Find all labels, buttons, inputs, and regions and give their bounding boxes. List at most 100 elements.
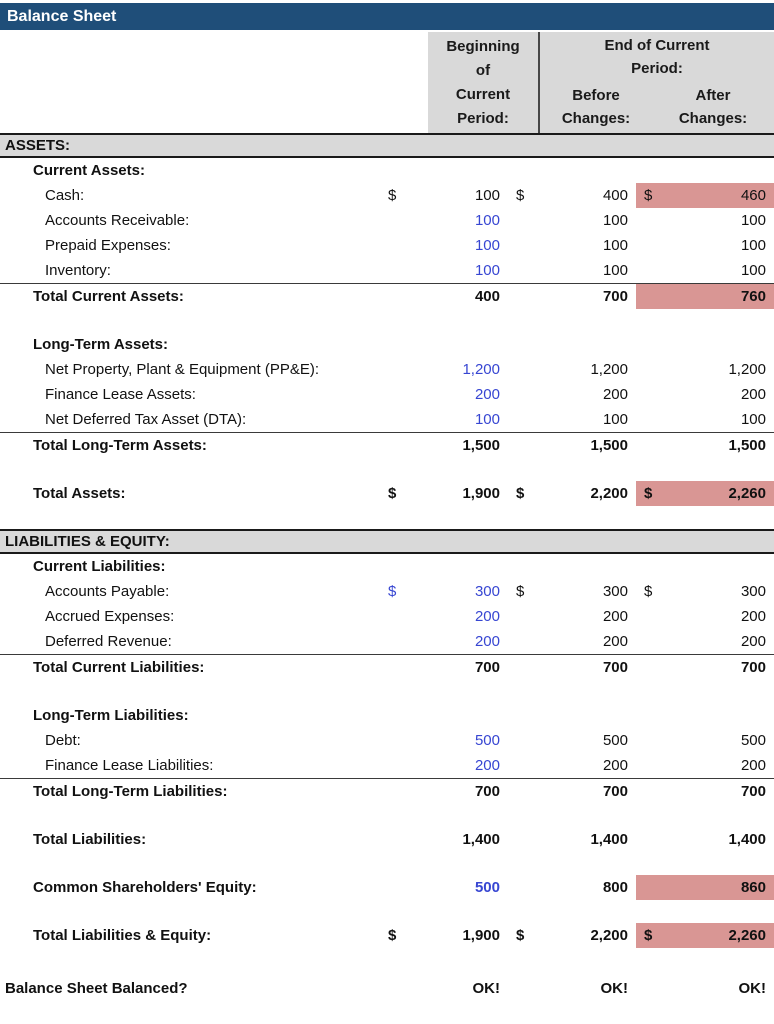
value-cell[interactable]: $1,900 [380, 923, 508, 948]
value-cell[interactable]: 1,500 [636, 433, 774, 458]
value-cell[interactable]: 100 [380, 208, 508, 233]
value-cell[interactable]: $1,900 [380, 481, 508, 506]
value-cell[interactable]: $2,200 [508, 923, 636, 948]
sheet-row-total: Total Current Assets: 400 700 760 [0, 283, 774, 309]
cell-value: 200 [740, 757, 766, 774]
value-cell[interactable]: 500 [380, 728, 508, 753]
value-cell[interactable]: 1,500 [380, 433, 508, 458]
empty-cell [636, 158, 774, 183]
value-cell[interactable]: 100 [508, 233, 636, 258]
cell-value: 100 [474, 237, 500, 254]
value-cell[interactable]: 200 [380, 382, 508, 407]
cell-value: 100 [602, 262, 628, 279]
value-cell[interactable]: 200 [636, 629, 774, 654]
sheet-row-item: Net Property, Plant & Equipment (PP&E): 1… [0, 357, 774, 382]
value-cell[interactable]: $2,200 [508, 481, 636, 506]
value-cell[interactable]: 100 [380, 258, 508, 283]
value-cell[interactable]: 100 [508, 407, 636, 432]
value-cell[interactable]: 100 [380, 407, 508, 432]
value-cell[interactable]: 200 [380, 753, 508, 778]
value-cell[interactable]: 700 [636, 779, 774, 804]
sheet-row-total: Common Shareholders' Equity: 500 800 860 [0, 875, 774, 900]
value-cell[interactable]: $460 [636, 183, 774, 208]
value-cell[interactable]: 1,200 [508, 357, 636, 382]
value-cell[interactable]: 200 [508, 753, 636, 778]
value-cell[interactable]: 700 [636, 655, 774, 680]
value-cell[interactable]: 200 [636, 753, 774, 778]
sheet-row-subheader: Current Assets: [0, 158, 774, 183]
value-cell[interactable]: $2,260 [636, 481, 774, 506]
column-header-before-changes: Before Changes: [561, 87, 631, 127]
value-cell[interactable]: $300 [508, 579, 636, 604]
value-cell[interactable]: 700 [380, 655, 508, 680]
cell-value: 200 [740, 633, 766, 650]
value-cell[interactable]: 700 [508, 655, 636, 680]
sheet-row-section: LIABILITIES & EQUITY: [0, 529, 774, 554]
row-label: Cash: [45, 187, 85, 204]
empty-cell [508, 158, 636, 183]
value-cell[interactable]: 1,200 [636, 357, 774, 382]
value-cell[interactable]: 700 [380, 779, 508, 804]
header-block: Beginning of Current Period: End of Curr… [428, 32, 774, 133]
value-cell[interactable]: OK! [508, 976, 636, 1001]
value-cell[interactable]: $300 [636, 579, 774, 604]
empty-cell [380, 554, 508, 579]
sheet-row-item: Accounts Receivable: 100 100 100 [0, 208, 774, 233]
title-bar: Balance Sheet [0, 3, 774, 30]
cell-value: 1,400 [462, 831, 500, 848]
value-cell[interactable]: OK! [380, 976, 508, 1001]
cell-value: 100 [602, 237, 628, 254]
value-cell[interactable]: 100 [636, 407, 774, 432]
cell-value: 700 [602, 659, 628, 676]
value-cell[interactable]: 1,400 [636, 827, 774, 852]
cell-value: 200 [740, 608, 766, 625]
sheet-row-blank [0, 948, 774, 976]
sheet-row-blank [0, 680, 774, 703]
cell-value: 200 [602, 633, 628, 650]
value-cell[interactable]: 100 [636, 233, 774, 258]
value-cell[interactable]: 500 [508, 728, 636, 753]
page-title: Balance Sheet [7, 8, 117, 25]
value-cell[interactable]: $400 [508, 183, 636, 208]
value-cell[interactable]: 100 [380, 233, 508, 258]
row-label: Total Long-Term Assets: [33, 437, 207, 454]
value-cell[interactable]: 700 [508, 779, 636, 804]
cell-value: 500 [474, 879, 500, 896]
value-cell[interactable]: 1,400 [508, 827, 636, 852]
value-cell[interactable]: 860 [636, 875, 774, 900]
value-cell[interactable]: 100 [636, 258, 774, 283]
value-cell[interactable]: 100 [636, 208, 774, 233]
value-cell[interactable]: 800 [508, 875, 636, 900]
value-cell[interactable]: 500 [380, 875, 508, 900]
value-cell[interactable]: 200 [380, 629, 508, 654]
value-cell[interactable]: $300 [380, 579, 508, 604]
value-cell[interactable]: 200 [508, 382, 636, 407]
cell-value: 1,900 [462, 485, 500, 502]
value-cell[interactable]: 400 [380, 284, 508, 309]
value-cell[interactable]: 1,200 [380, 357, 508, 382]
value-cell[interactable]: OK! [636, 976, 774, 1001]
value-cell[interactable]: 200 [508, 629, 636, 654]
currency-symbol: $ [644, 583, 653, 600]
value-cell[interactable]: 500 [636, 728, 774, 753]
currency-symbol: $ [388, 187, 397, 204]
row-label: Finance Lease Liabilities: [45, 757, 214, 774]
sheet-row-item: Deferred Revenue: 200 200 200 [0, 629, 774, 654]
value-cell[interactable]: 1,500 [508, 433, 636, 458]
value-cell[interactable]: 200 [636, 382, 774, 407]
value-cell[interactable]: 100 [508, 258, 636, 283]
value-cell[interactable]: 200 [380, 604, 508, 629]
value-cell[interactable]: 760 [636, 284, 774, 309]
value-cell[interactable]: 200 [636, 604, 774, 629]
cell-value: OK! [600, 980, 629, 997]
value-cell[interactable]: $100 [380, 183, 508, 208]
cell-value: 300 [474, 583, 500, 600]
cell-value: 2,200 [590, 927, 628, 944]
value-cell[interactable]: 1,400 [380, 827, 508, 852]
cell-value: 200 [740, 386, 766, 403]
value-cell[interactable]: $2,260 [636, 923, 774, 948]
value-cell[interactable]: 100 [508, 208, 636, 233]
value-cell[interactable]: 700 [508, 284, 636, 309]
value-cell[interactable]: 200 [508, 604, 636, 629]
cell-value: 300 [602, 583, 628, 600]
